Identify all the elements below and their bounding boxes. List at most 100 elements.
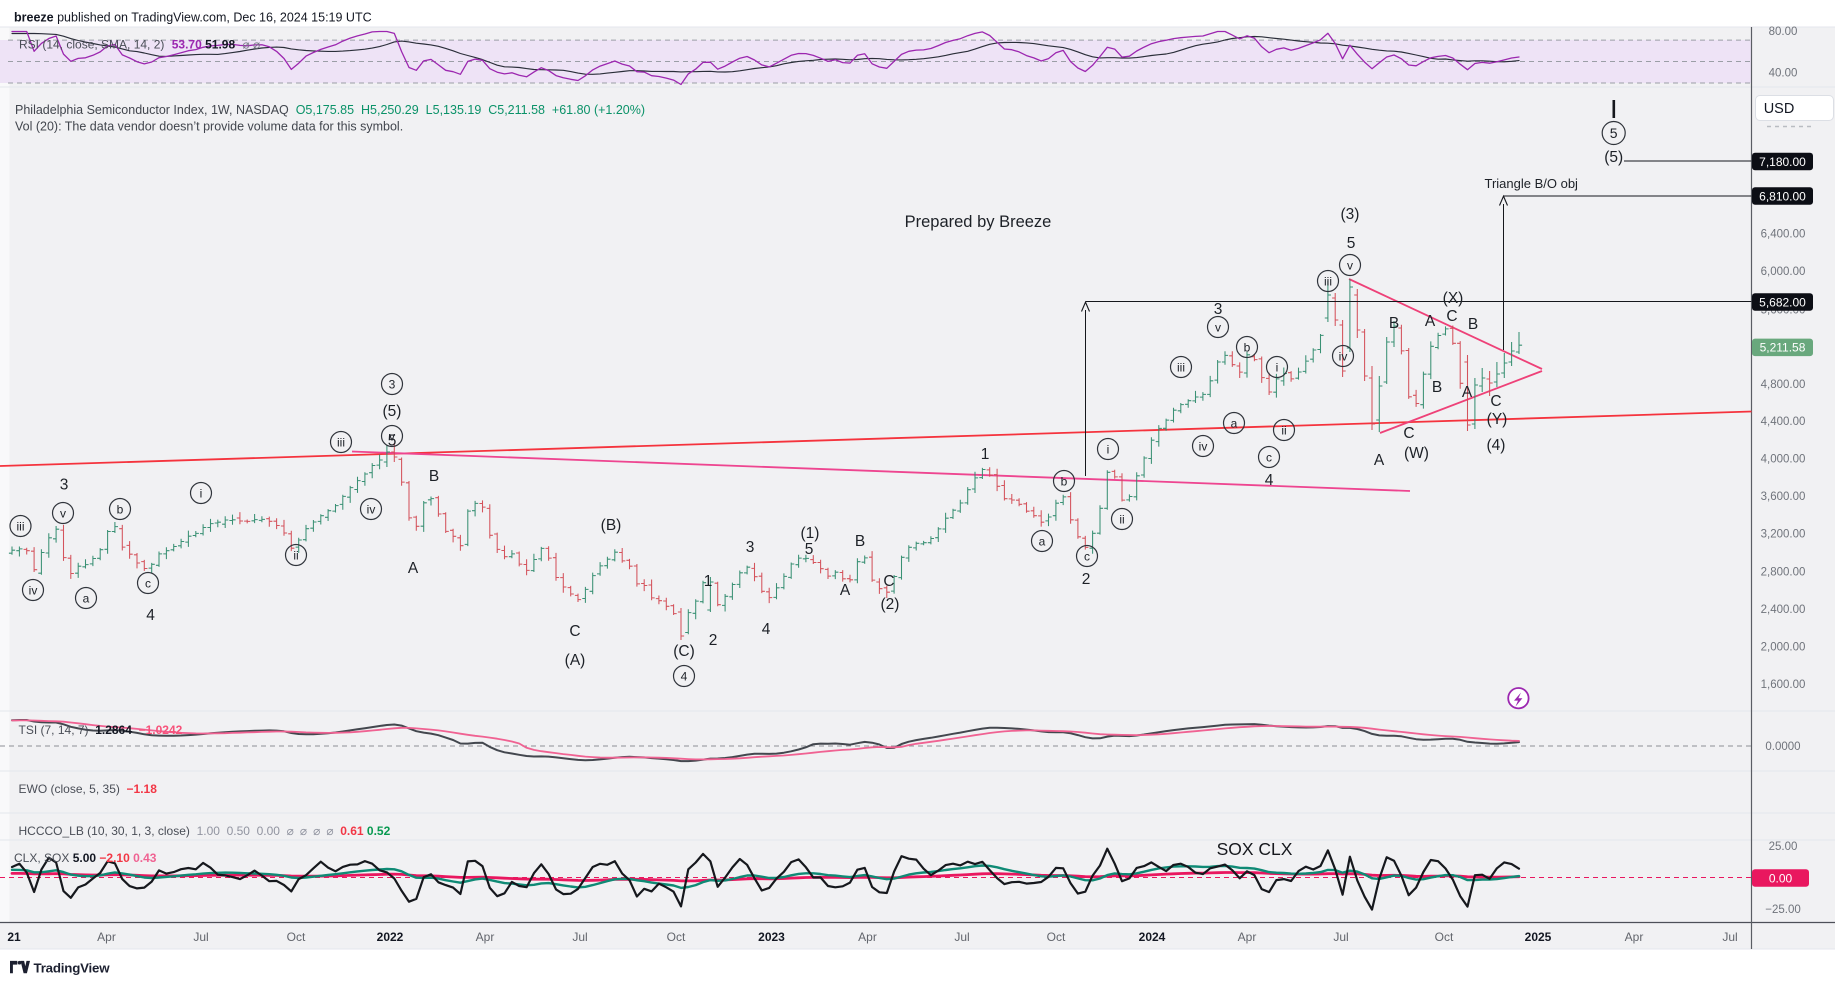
svg-text:(3): (3): [1341, 206, 1360, 223]
svg-text:(C): (C): [673, 643, 695, 660]
svg-text:A: A: [408, 560, 419, 577]
svg-text:4: 4: [681, 669, 688, 683]
svg-text:i: i: [200, 486, 203, 500]
svg-text:Jul: Jul: [1722, 930, 1737, 944]
svg-text:b: b: [117, 502, 124, 516]
svg-text:1: 1: [704, 573, 713, 590]
svg-text:B: B: [1389, 315, 1399, 332]
svg-text:Prepared by Breeze: Prepared by Breeze: [905, 213, 1052, 231]
svg-text:C: C: [1403, 425, 1414, 442]
svg-text:B: B: [1468, 316, 1478, 333]
svg-text:iv: iv: [1199, 439, 1208, 453]
svg-text:(W): (W): [1404, 445, 1429, 462]
svg-text:USD: USD: [1764, 101, 1795, 117]
svg-text:2023: 2023: [758, 930, 785, 944]
svg-text:iv: iv: [367, 502, 376, 516]
svg-text:Apr: Apr: [97, 930, 116, 944]
svg-text:6,810.00: 6,810.00: [1759, 189, 1806, 203]
svg-text:b: b: [1244, 340, 1251, 354]
svg-text:(5): (5): [383, 403, 402, 420]
svg-text:RSI (14, close, SMA, 14, 2) 5: RSI (14, close, SMA, 14, 2) 53.70 51.98 …: [19, 38, 260, 52]
svg-text:b: b: [1061, 474, 1068, 488]
svg-text:iii: iii: [1177, 360, 1185, 374]
svg-text:a: a: [1039, 534, 1046, 548]
svg-text:C: C: [883, 573, 894, 590]
svg-text:5: 5: [805, 541, 814, 558]
svg-text:5: 5: [388, 433, 397, 450]
svg-text:iv: iv: [29, 583, 38, 597]
svg-text:Jul: Jul: [954, 930, 969, 944]
svg-text:EWO (close, 5, 35) −1.18: EWO (close, 5, 35) −1.18: [19, 782, 158, 796]
svg-text:Jul: Jul: [193, 930, 208, 944]
svg-text:4: 4: [1265, 472, 1274, 489]
svg-text:v: v: [389, 429, 395, 443]
svg-text:(2): (2): [881, 596, 900, 613]
svg-text:(X): (X): [1443, 290, 1464, 307]
svg-text:Oct: Oct: [287, 930, 306, 944]
svg-text:ii: ii: [1281, 423, 1286, 437]
svg-text:i: i: [1276, 360, 1279, 374]
svg-text:ii: ii: [293, 548, 298, 562]
svg-text:0.00: 0.00: [1769, 871, 1793, 885]
svg-text:Apr: Apr: [1625, 930, 1644, 944]
svg-text:A: A: [840, 582, 851, 599]
svg-text:Apr: Apr: [1238, 930, 1257, 944]
svg-text:7,180.00: 7,180.00: [1759, 155, 1806, 169]
svg-text:(5): (5): [1604, 149, 1623, 166]
svg-text:1,600.00: 1,600.00: [1761, 679, 1806, 691]
svg-text:Oct: Oct: [1435, 930, 1454, 944]
svg-text:2: 2: [709, 632, 718, 649]
svg-text:(4): (4): [1487, 437, 1506, 454]
svg-text:2022: 2022: [377, 930, 404, 944]
svg-text:5: 5: [1610, 125, 1618, 141]
svg-text:0.0000: 0.0000: [1765, 741, 1800, 753]
svg-text:(B): (B): [601, 517, 622, 534]
svg-text:B: B: [855, 533, 865, 550]
svg-text:B: B: [1432, 379, 1442, 396]
svg-text:i: i: [1107, 442, 1110, 456]
svg-text:80.00: 80.00: [1769, 26, 1798, 38]
svg-text:6,400.00: 6,400.00: [1761, 228, 1806, 240]
svg-text:A: A: [1374, 452, 1385, 469]
svg-text:−25.00: −25.00: [1765, 904, 1801, 916]
svg-text:4: 4: [762, 621, 771, 638]
svg-text:c: c: [1266, 450, 1272, 464]
svg-text:5: 5: [1347, 235, 1356, 252]
svg-text:c: c: [145, 576, 151, 590]
svg-text:2,000.00: 2,000.00: [1761, 641, 1806, 653]
svg-text:Jul: Jul: [572, 930, 587, 944]
svg-text:3: 3: [1214, 301, 1223, 318]
svg-text:a: a: [83, 591, 90, 605]
svg-text:2025: 2025: [1525, 930, 1552, 944]
svg-text:3,600.00: 3,600.00: [1761, 491, 1806, 503]
svg-text:5,211.58: 5,211.58: [1760, 341, 1806, 355]
svg-text:iii: iii: [337, 435, 345, 449]
svg-text:2024: 2024: [1139, 930, 1166, 944]
svg-text:Oct: Oct: [1047, 930, 1066, 944]
svg-text:3,200.00: 3,200.00: [1761, 529, 1806, 541]
svg-text:21: 21: [7, 930, 21, 944]
svg-text:TradingView: TradingView: [34, 960, 111, 975]
svg-text:A: A: [1462, 384, 1473, 401]
svg-text:HCCCO_LB (10, 30, 1, 3, close): HCCCO_LB (10, 30, 1, 3, close) 1.00 0.50…: [19, 824, 391, 838]
svg-text:1: 1: [981, 446, 990, 463]
svg-text:4,400.00: 4,400.00: [1761, 416, 1806, 428]
svg-text:4,800.00: 4,800.00: [1761, 379, 1806, 391]
svg-text:v: v: [1215, 320, 1221, 334]
svg-text:6,000.00: 6,000.00: [1761, 266, 1806, 278]
svg-text:C: C: [1490, 393, 1501, 410]
svg-text:4,000.00: 4,000.00: [1761, 454, 1806, 466]
svg-text:3: 3: [60, 477, 69, 494]
svg-text:v: v: [1347, 258, 1353, 272]
svg-text:iv: iv: [1339, 349, 1348, 363]
svg-text:3: 3: [389, 377, 396, 391]
svg-text:(1): (1): [801, 525, 820, 542]
svg-text:2: 2: [1082, 571, 1091, 588]
svg-text:CLX, SOX 5.00 −2.10 0.43: CLX, SOX 5.00 −2.10 0.43: [14, 851, 157, 865]
svg-text:Vol (20): The data vendor does: Vol (20): The data vendor doesn’t provid…: [15, 120, 403, 134]
svg-text:B: B: [429, 468, 439, 485]
svg-text:iii: iii: [17, 519, 25, 533]
svg-text:Oct: Oct: [667, 930, 686, 944]
svg-text:Apr: Apr: [476, 930, 495, 944]
svg-text:C: C: [1446, 308, 1457, 325]
